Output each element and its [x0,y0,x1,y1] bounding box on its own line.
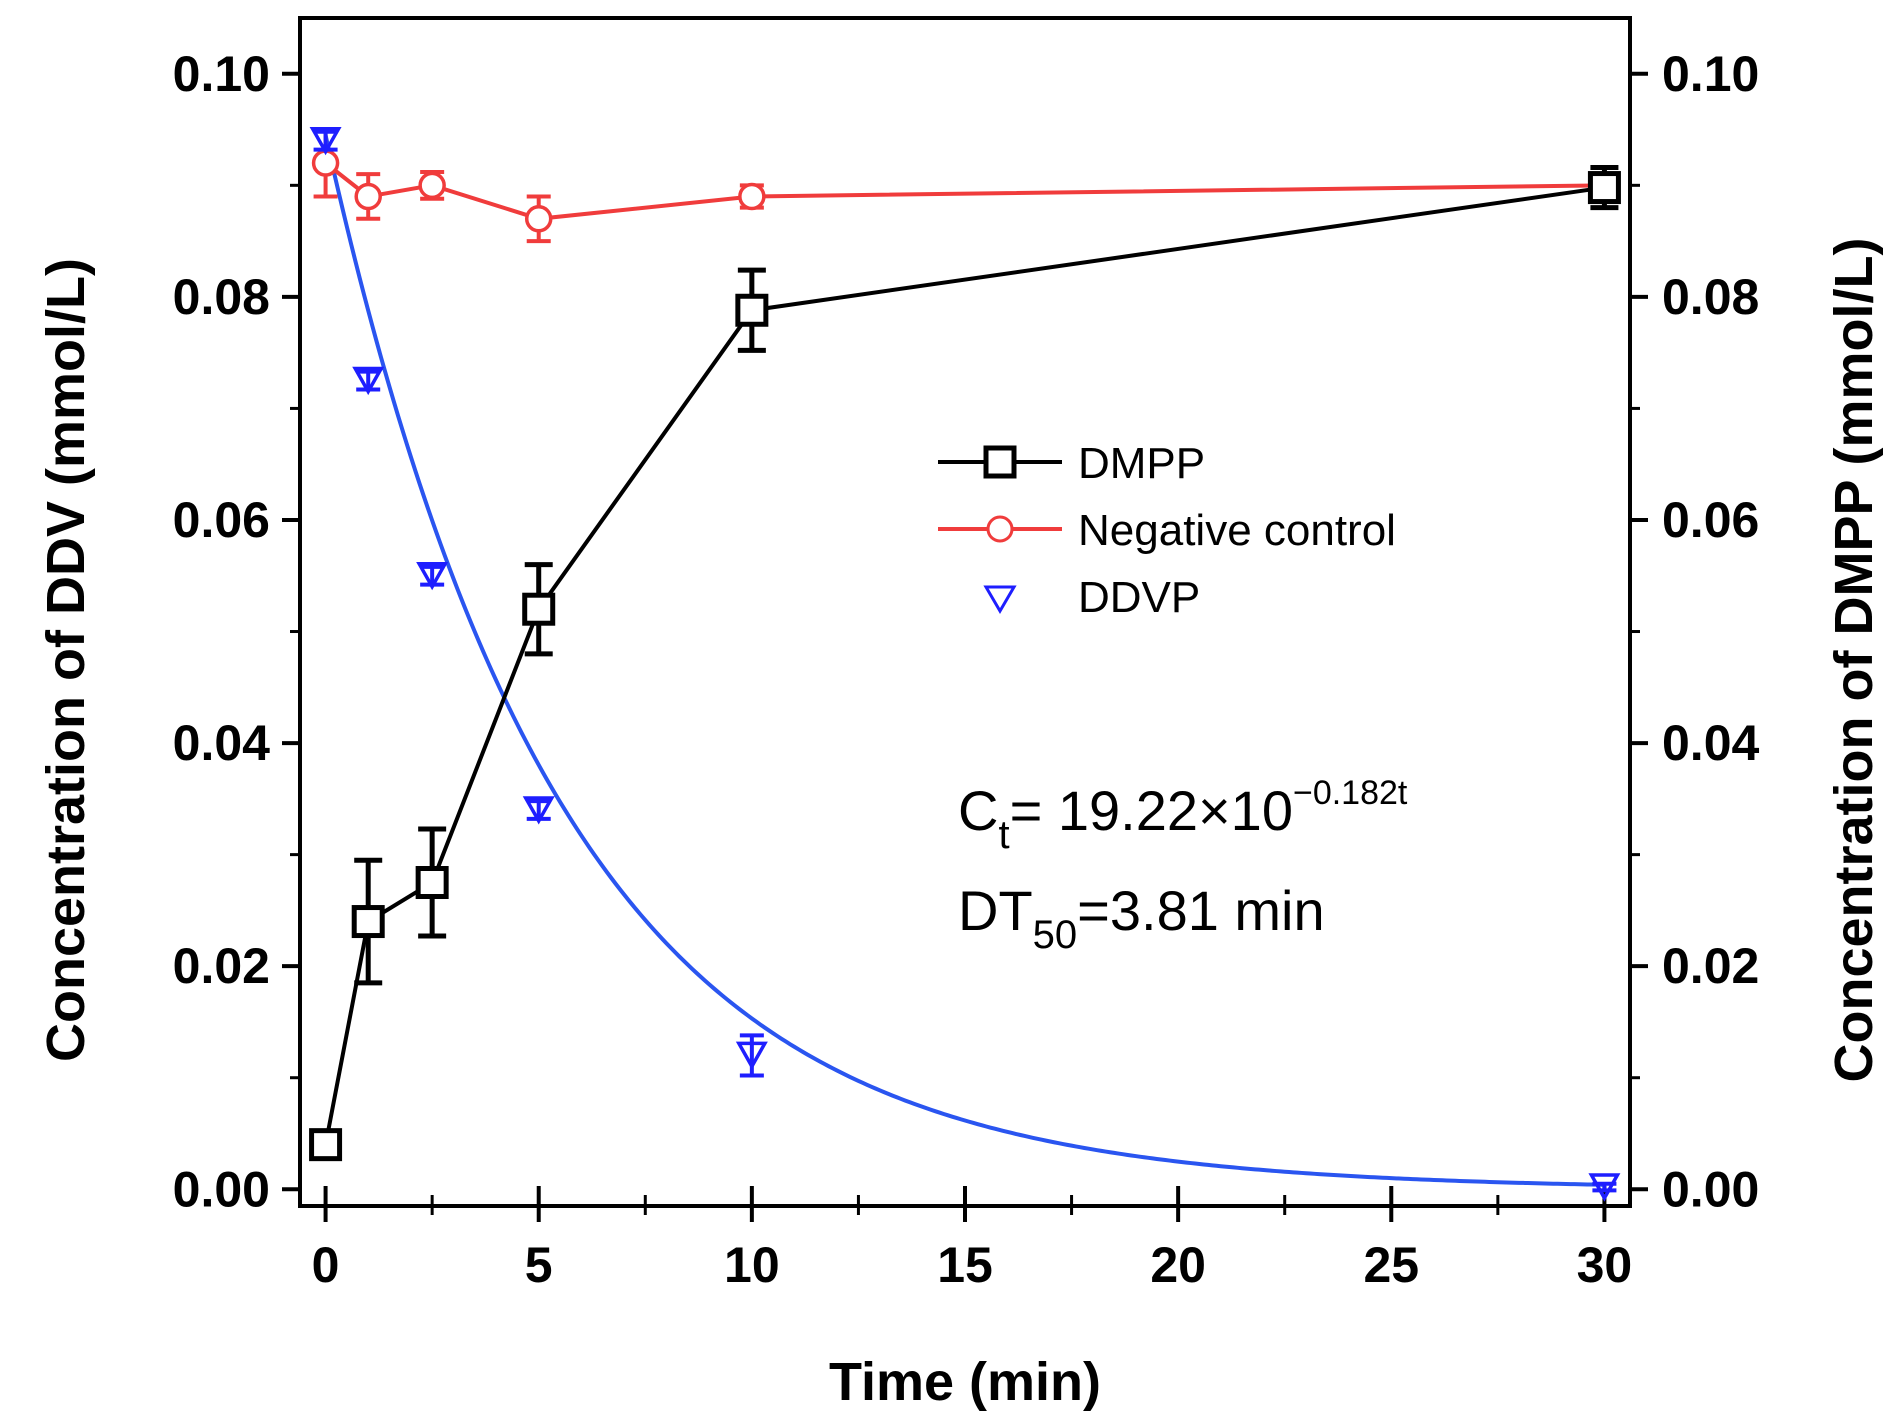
right-y-tick-label: 0.04 [1662,715,1760,771]
right-y-tick-label: 0.08 [1662,269,1759,325]
data-point-square [309,1128,343,1162]
left-y-tick-label: 0.10 [173,46,270,102]
x-tick-label: 10 [724,1237,780,1293]
x-tick-label: 0 [312,1237,340,1293]
legend-marker-negative-control [986,515,1014,543]
legend-marker-dmpp [983,445,1017,479]
legend-label-dmpp: DMPP [1078,439,1205,488]
right-y-tick-label: 0.02 [1662,938,1759,994]
left-y-axis-title: Concentration of DDV (mmol/L) [36,258,96,1062]
data-point-triangle [416,561,449,591]
right-y-tick-label: 0.10 [1662,46,1759,102]
legend-entry-negative-control: Negative control [938,506,1396,555]
series-dmpp [309,164,1621,1162]
left-y-tick-labels: 0.00 0.02 0.04 0.06 0.08 0.10 [173,46,271,1217]
data-point-square [415,866,449,900]
data-point-circle [738,182,766,211]
legend: DMPP Negative control DDVP [938,439,1396,622]
data-point-triangle [352,366,385,396]
left-y-tick-label: 0.02 [173,938,270,994]
data-point-square [351,905,385,939]
ddvp-fit-curve [323,134,1605,1187]
data-point-circle [354,182,382,211]
half-life-label: DT50=3.81 min [958,879,1325,957]
data-point-triangle [735,1041,768,1070]
right-y-tick-label: 0.06 [1662,492,1759,548]
x-tick-label: 20 [1150,1237,1206,1293]
x-tick-label: 30 [1577,1237,1633,1293]
left-y-tick-label: 0.04 [173,715,271,771]
right-y-axis-title: Concentration of DMPP (mmol/L) [1824,238,1884,1083]
x-tick-labels: 0 5 10 15 20 25 30 [312,1237,1633,1293]
x-tick-label: 25 [1363,1237,1419,1293]
left-y-tick-label: 0.06 [173,492,270,548]
data-point-square [522,592,556,626]
series-layer [309,126,1621,1202]
data-point-triangle [309,126,342,156]
x-axis-title: Time (min) [829,1352,1101,1412]
x-tick-label: 5 [525,1237,553,1293]
data-point-circle [524,205,553,233]
data-point-square [1587,171,1621,205]
legend-marker-ddvp [983,585,1017,614]
right-y-tick-label: 0.00 [1662,1161,1759,1217]
data-point-square [735,293,769,327]
series-line [323,185,1605,1146]
x-tick-label: 15 [937,1237,993,1293]
legend-entry-ddvp: DDVP [983,573,1200,622]
data-point-triangle [522,796,555,825]
fit-curve-layer [323,134,1605,1187]
plot-frame [298,16,1632,1208]
left-y-tick-label: 0.08 [173,269,270,325]
right-y-tick-labels: 0.00 0.02 0.04 0.06 0.08 0.10 [1662,46,1760,1217]
legend-label-negative-control: Negative control [1078,506,1396,555]
fit-equation: Ct= 19.22×10−0.182t [958,774,1408,857]
left-y-tick-label: 0.00 [173,1161,270,1217]
data-point-circle [418,171,446,200]
legend-entry-dmpp: DMPP [938,439,1205,488]
series-ddvp [309,126,1621,1202]
data-point-triangle [1588,1173,1621,1202]
legend-label-ddvp: DDVP [1078,573,1200,622]
